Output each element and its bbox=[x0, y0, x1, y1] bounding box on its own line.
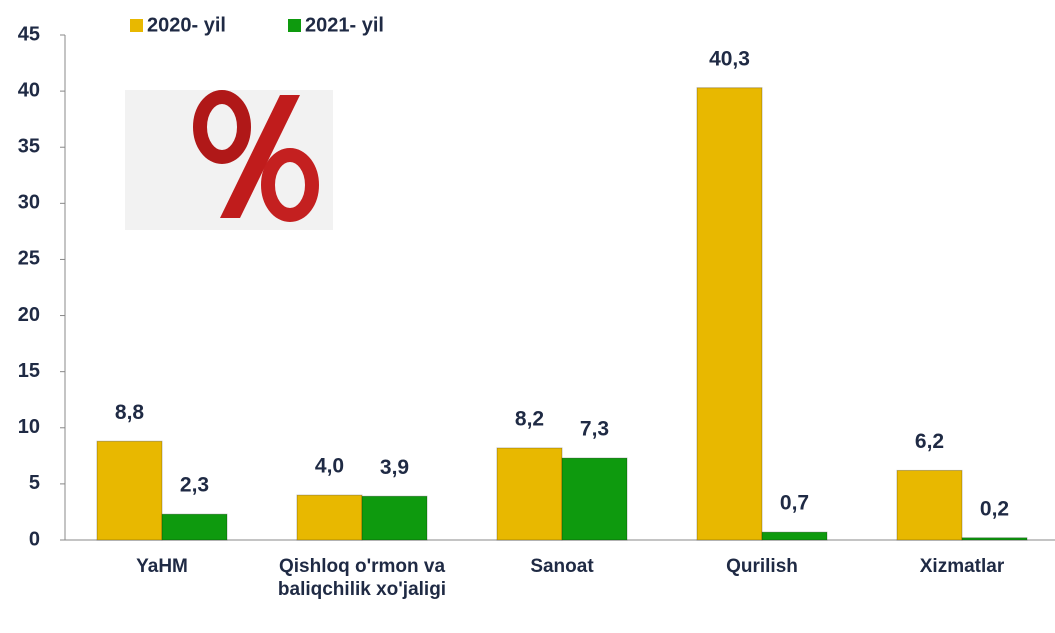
value-label: 4,0 bbox=[315, 455, 344, 478]
value-label: 0,7 bbox=[780, 492, 809, 515]
legend-label: 2020- yil bbox=[147, 14, 226, 36]
y-tick-label: 30 bbox=[18, 192, 40, 214]
legend-swatch bbox=[130, 19, 143, 32]
y-tick-label: 5 bbox=[29, 472, 40, 494]
y-tick-label: 40 bbox=[18, 79, 40, 101]
bar bbox=[496, 447, 563, 541]
value-label: 2,3 bbox=[180, 474, 209, 497]
legend-label: 2021- yil bbox=[305, 14, 384, 36]
value-label: 0,2 bbox=[980, 497, 1009, 520]
value-label: 6,2 bbox=[915, 430, 944, 453]
bar bbox=[696, 87, 763, 541]
legend-swatch bbox=[288, 19, 301, 32]
bar bbox=[961, 537, 1028, 541]
bar bbox=[896, 469, 963, 541]
x-tick-label: YaHM bbox=[136, 556, 188, 577]
y-tick-label: 20 bbox=[18, 304, 40, 326]
x-tick-label: Xizmatlar bbox=[919, 556, 1005, 577]
bar bbox=[296, 494, 363, 541]
value-label: 8,8 bbox=[115, 401, 145, 424]
bar bbox=[761, 531, 828, 541]
y-tick-label: 35 bbox=[18, 136, 40, 158]
value-label: 3,9 bbox=[380, 456, 409, 479]
y-tick-label: 25 bbox=[18, 248, 40, 270]
bar bbox=[361, 495, 428, 541]
value-label: 40,3 bbox=[709, 47, 750, 70]
bar bbox=[96, 440, 163, 541]
y-tick-label: 45 bbox=[18, 23, 40, 45]
x-tick-label: Qurilish bbox=[726, 556, 798, 577]
value-label: 7,3 bbox=[580, 418, 609, 441]
bar bbox=[561, 457, 628, 541]
value-label: 8,2 bbox=[515, 408, 544, 431]
y-tick-label: 10 bbox=[18, 416, 40, 438]
x-tick-label: Qishloq o'rmon va baliqchilik xo'jaligi bbox=[277, 556, 447, 600]
bar bbox=[161, 513, 228, 541]
y-tick-label: 0 bbox=[29, 528, 40, 550]
x-tick-label: Sanoat bbox=[530, 556, 594, 577]
percent-icon bbox=[125, 90, 333, 230]
y-tick-label: 15 bbox=[18, 360, 40, 382]
